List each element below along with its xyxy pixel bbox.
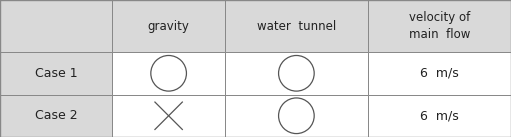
Text: water  tunnel: water tunnel (257, 20, 336, 32)
Text: Case 2: Case 2 (35, 109, 78, 122)
Bar (112, 52, 225, 95)
Bar (0, 52, 112, 95)
Bar (0, 95, 112, 137)
Bar (112, 95, 225, 137)
Bar (112, 0, 225, 52)
Bar (368, 0, 511, 52)
Bar (0, 0, 112, 52)
Bar (368, 52, 511, 95)
Text: gravity: gravity (148, 20, 190, 32)
Bar (225, 52, 368, 95)
Text: 6  m/s: 6 m/s (420, 67, 459, 80)
Bar (368, 95, 511, 137)
Text: velocity of
main  flow: velocity of main flow (409, 11, 470, 41)
Text: 6  m/s: 6 m/s (420, 109, 459, 122)
Text: Case 1: Case 1 (35, 67, 78, 80)
Bar (225, 95, 368, 137)
Bar (225, 0, 368, 52)
